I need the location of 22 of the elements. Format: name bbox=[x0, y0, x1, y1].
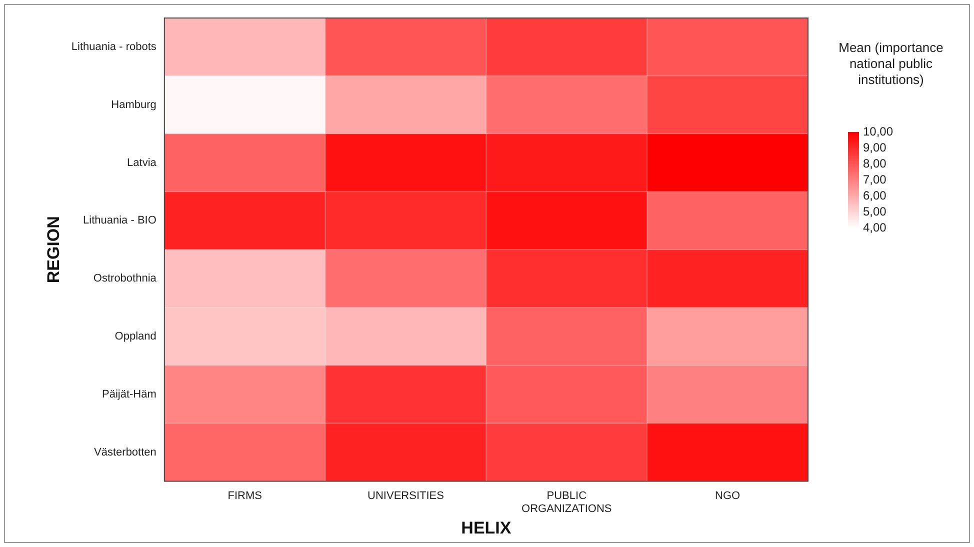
y-tick-label: Oppland bbox=[114, 330, 156, 342]
x-tick-label: PUBLIC ORGANIZATIONS bbox=[522, 490, 612, 516]
color-bar-label: 9,00 bbox=[863, 140, 887, 154]
y-tick-label: Päijät-Häm bbox=[102, 388, 156, 400]
y-tick-label: Lithuania - BIO bbox=[83, 214, 157, 227]
color-bar-label: 4,00 bbox=[863, 220, 887, 234]
color-bar-label: 7,00 bbox=[863, 172, 887, 186]
color-bar-title: Mean (importance national public institutions) bbox=[838, 40, 944, 88]
color-bar-label: 8,00 bbox=[863, 156, 887, 170]
y-tick-label: Lithuania - robots bbox=[71, 40, 157, 53]
x-tick-label: FIRMS bbox=[228, 490, 262, 502]
y-axis-title: REGION bbox=[44, 216, 63, 284]
color-bar-label: 5,00 bbox=[863, 204, 887, 218]
y-tick-label: Hamburg bbox=[111, 98, 156, 111]
color-bar-label: 6,00 bbox=[863, 188, 887, 202]
x-axis-title: HELIX bbox=[461, 518, 512, 538]
x-tick-label: UNIVERSITIES bbox=[368, 490, 444, 502]
y-tick-label: Ostrobothnia bbox=[93, 272, 158, 285]
x-tick-label: NGO bbox=[715, 490, 741, 502]
color-bar-label: 10,00 bbox=[863, 124, 894, 138]
y-tick-label: Västerbotten bbox=[94, 446, 156, 458]
y-tick-label: Latvia bbox=[127, 156, 158, 169]
